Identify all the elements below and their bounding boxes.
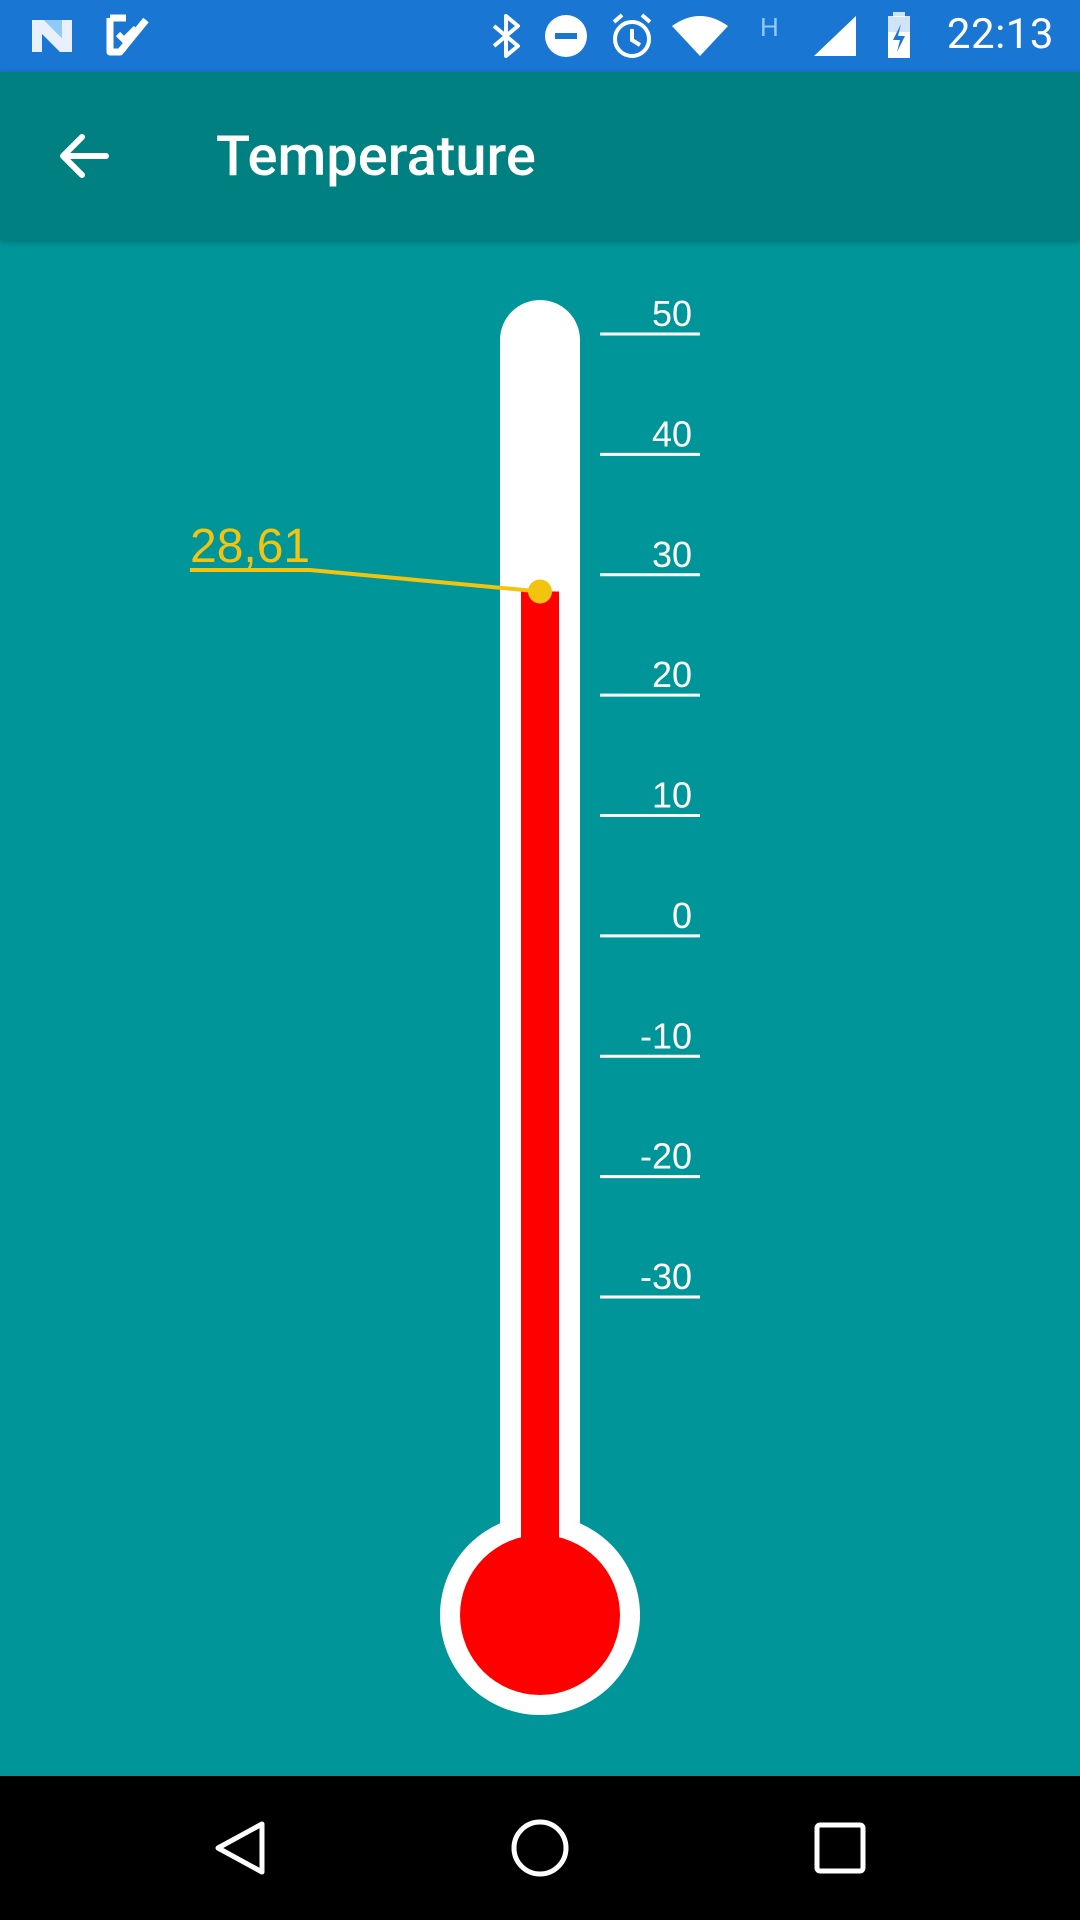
scale-tick-label: 20 — [652, 654, 692, 695]
value-indicator: 28,61 — [190, 520, 552, 604]
back-button[interactable] — [40, 112, 128, 200]
page-title: Temperature — [216, 123, 536, 189]
nav-back-button[interactable] — [180, 1800, 300, 1896]
scale-tick-label: 10 — [652, 775, 692, 816]
value-label: 28,61 — [190, 520, 310, 573]
arrow-back-icon — [60, 134, 109, 178]
value-indicator-dot — [528, 579, 552, 604]
scale-tick-label: 30 — [652, 534, 692, 575]
network-type-label: H — [760, 12, 779, 42]
scale-tick-label: -10 — [640, 1015, 692, 1056]
back-triangle-icon — [215, 1821, 265, 1875]
bluetooth-icon — [492, 14, 520, 58]
status-bar: H 22:13 — [0, 0, 1080, 72]
thermometer: 50 40 30 20 10 0 -10 -20 -30 28,61 — [190, 293, 700, 1715]
home-circle-icon — [511, 1819, 569, 1877]
nav-recents-button[interactable] — [780, 1800, 900, 1896]
recents-square-icon — [814, 1822, 866, 1874]
wifi-icon — [672, 16, 728, 56]
notification-n-icon — [32, 20, 72, 52]
mercury-column — [521, 591, 559, 1615]
scale-tick-label: 0 — [672, 895, 692, 936]
alarm-icon — [612, 13, 652, 58]
value-indicator-line — [190, 568, 541, 594]
scale-tick-label: -30 — [640, 1256, 692, 1297]
temperature-scale: 50 40 30 20 10 0 -10 -20 -30 — [600, 293, 700, 1299]
app-bar: Temperature — [0, 72, 1080, 240]
scale-tick-label: 40 — [652, 413, 692, 454]
status-time: 22:13 — [946, 10, 1054, 59]
task-check-icon — [106, 14, 149, 56]
scale-tick-label: 50 — [652, 293, 692, 334]
thermometer-view: 50 40 30 20 10 0 -10 -20 -30 28,61 — [0, 240, 1080, 1776]
do-not-disturb-icon — [545, 15, 587, 57]
navigation-bar — [0, 1776, 1080, 1920]
battery-charging-icon — [888, 12, 910, 58]
signal-icon — [814, 16, 856, 56]
thermometer-bulb — [460, 1535, 620, 1695]
nav-home-button[interactable] — [480, 1800, 600, 1896]
scale-tick-label: -20 — [640, 1136, 692, 1177]
